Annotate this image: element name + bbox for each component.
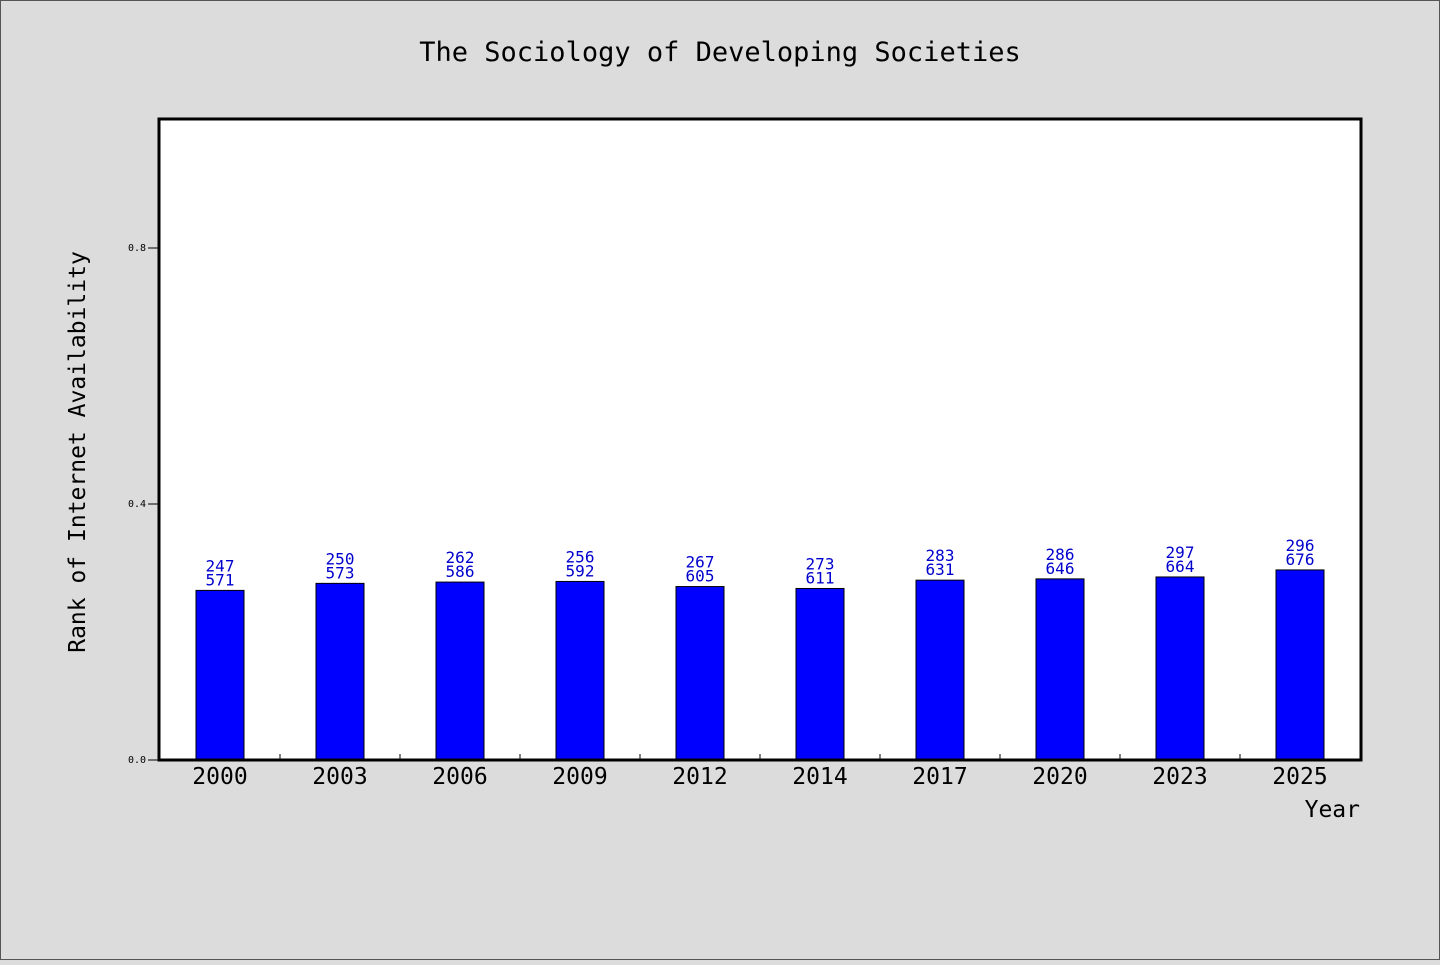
- data-label-top-2023: 297: [1166, 543, 1195, 562]
- data-label-bottom-2009: 592: [566, 561, 595, 580]
- x-tick-label-2014: 2014: [792, 764, 847, 790]
- data-label-bottom-2023: 664: [1166, 557, 1195, 576]
- bar-2017: [915, 579, 965, 761]
- ticks-layer: 2000 2003 2006 2009 2012 2014 2017 2020 2023 2025…: [128, 243, 1328, 790]
- x-tick-label-2017: 2017: [912, 764, 967, 790]
- data-label-top-2006: 262: [446, 548, 475, 567]
- x-tick-label-2000: 2000: [192, 764, 247, 790]
- data-label-top-2012: 267: [686, 553, 715, 572]
- y-tick-label: 0.8: [128, 243, 146, 254]
- bar-2000: [195, 589, 245, 761]
- x-tick-label-2012: 2012: [672, 764, 727, 790]
- data-label-top-2020: 286: [1046, 545, 1075, 564]
- y-axis-label: Rank of Internet Availability: [65, 251, 91, 653]
- data-label-bottom-2003: 573: [326, 563, 355, 582]
- x-tick-label-2003: 2003: [312, 764, 367, 790]
- data-label-top-2003: 250: [326, 549, 355, 568]
- x-tick-label-2020: 2020: [1032, 764, 1087, 790]
- bar-2020: [1035, 578, 1085, 761]
- bar-2012: [675, 586, 725, 761]
- data-label-bottom-2017: 631: [926, 560, 955, 579]
- plot-frame: [157, 117, 1363, 762]
- bar-2014: [795, 587, 845, 761]
- x-tick-label-2023: 2023: [1152, 764, 1207, 790]
- bar-2025: [1275, 569, 1325, 761]
- data-label-top-2025: 296: [1286, 536, 1315, 555]
- data-label-bottom-2012: 605: [686, 567, 715, 586]
- data-label-bottom-2014: 611: [806, 568, 835, 587]
- data-label-top-2000: 247: [206, 556, 235, 575]
- data-label-top-2009: 256: [566, 547, 595, 566]
- x-axis-label: Year: [1305, 797, 1360, 823]
- y-tick-label: 0.4: [128, 499, 146, 510]
- y-tick-label: 0.0: [128, 755, 146, 766]
- bar-2023: [1155, 576, 1205, 761]
- data-label-bottom-2020: 646: [1046, 559, 1075, 578]
- x-tick-label-2006: 2006: [432, 764, 487, 790]
- data-label-bottom-2025: 676: [1286, 550, 1315, 569]
- bar-2006: [435, 581, 485, 761]
- data-label-top-2014: 273: [806, 554, 835, 573]
- x-tick-label-2025: 2025: [1272, 764, 1327, 790]
- chart-title: The Sociology of Developing Societies: [419, 37, 1020, 68]
- bar-2003: [315, 582, 365, 761]
- data-label-bottom-2006: 586: [446, 562, 475, 581]
- data-label-bottom-2000: 571: [206, 570, 235, 589]
- data-label-top-2017: 283: [926, 546, 955, 565]
- x-tick-label-2009: 2009: [552, 764, 607, 790]
- bar-2009: [555, 580, 605, 761]
